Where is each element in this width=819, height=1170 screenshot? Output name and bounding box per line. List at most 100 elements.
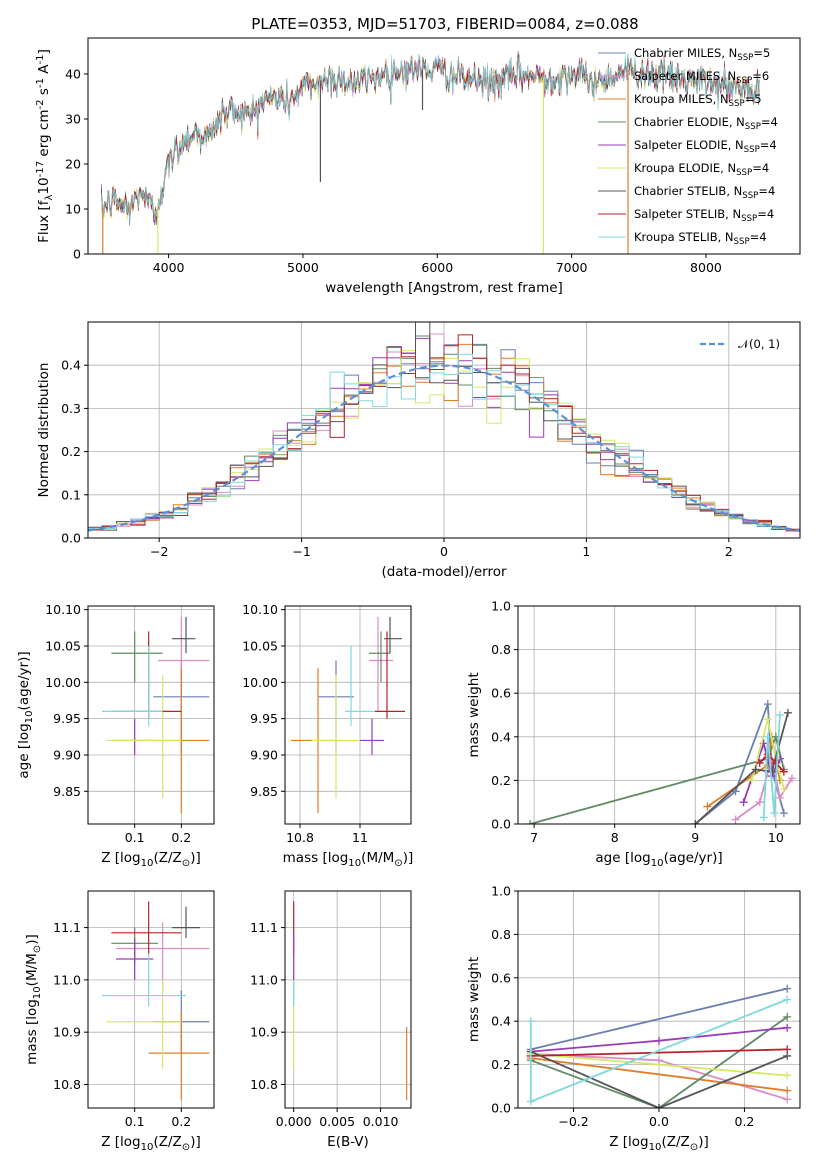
x-tick-label: 0.1	[125, 830, 145, 845]
series-marker	[747, 776, 756, 785]
series-marker	[783, 984, 792, 993]
y-axis-label: mass weight	[466, 672, 482, 757]
x-axis-label: E(B-V)	[327, 1134, 369, 1150]
series-line	[530, 1057, 788, 1092]
y-tick-label: 10.9	[53, 1025, 81, 1040]
plot-area	[291, 616, 405, 814]
legend-label: Kroupa ELODIE, NSSP=4	[634, 161, 769, 178]
y-tick-label: 0.4	[491, 729, 511, 744]
point-kroupa-elodie	[106, 675, 182, 799]
legend-label-normal: 𝒩(0, 1)	[738, 337, 780, 351]
y-tick-label: 0.8	[491, 642, 511, 657]
series-marker	[691, 820, 700, 824]
x-tick-label: 2	[725, 544, 733, 559]
series-marker	[783, 1023, 792, 1032]
point-salpeter-elodie	[360, 718, 384, 755]
y-tick-label: 0	[73, 247, 81, 262]
x-axis-label: (data-model)/error	[381, 564, 507, 580]
gridlines	[518, 890, 800, 1109]
legend-label: Chabrier ELODIE, NSSP=4	[634, 115, 778, 132]
axes-frame	[87, 37, 801, 255]
y-axis-label: Normed distribution	[36, 363, 52, 498]
x-tick-label: −0.2	[558, 1114, 588, 1129]
point-salpeter-elodie	[116, 938, 154, 980]
series-marker	[751, 765, 760, 774]
legend-label: Chabrier MILES, NSSP=5	[634, 46, 770, 63]
point-kroupa-stelib	[102, 953, 186, 1007]
series-marker	[763, 700, 772, 709]
y-tick-label: 20	[65, 157, 81, 172]
y-tick-label: 0.6	[491, 686, 511, 701]
y-tick-label: 40	[65, 67, 81, 82]
y-axis-label: Flux [fλ10-17 erg cm-2 s-1 A-1]	[35, 49, 55, 243]
panel-spectrum: 4000 5000 6000 7000 8000 0 10 20 30 40 wavelength …	[35, 37, 801, 296]
series-line	[530, 1052, 788, 1077]
axes-frame	[87, 321, 801, 539]
panel-massweight_vs_Z: −0.2 0.0 0.2 0.0 0.2 0.4 0.6 0.8 1.0 Z [log10(Z/Z…	[466, 884, 801, 1154]
legend: Chabrier MILES, NSSP=5 Salpeter MILES, NS…	[598, 46, 778, 247]
series-marker	[655, 1036, 663, 1045]
series-marker	[526, 820, 535, 824]
series-marker	[783, 1071, 792, 1080]
axes-decor: 0.1 0.2 10.8 10.9 11.0 11.1 Z [log10(Z/Z⊙)] mas…	[24, 920, 201, 1153]
axes-frame	[517, 605, 801, 825]
y-tick-label: 10.10	[242, 602, 278, 617]
series-marker	[731, 815, 740, 824]
series-marker	[783, 1045, 792, 1054]
series-line	[762, 714, 781, 818]
x-tick-label: 11	[352, 830, 368, 845]
axes-frame	[87, 605, 215, 825]
point-salpeter-stelib	[111, 901, 182, 954]
x-axis-label: age [log10(age/yr)]	[595, 850, 722, 869]
y-tick-label: 10.05	[242, 638, 278, 653]
series-marker	[763, 715, 772, 724]
series-chabrier-stelib	[691, 708, 792, 824]
legend-label: Salpeter ELODIE, NSSP=4	[634, 138, 777, 155]
plot-area	[102, 616, 210, 814]
series-marker	[787, 774, 796, 783]
series-marker	[783, 995, 792, 1004]
y-tick-label: 0.4	[61, 358, 81, 373]
y-tick-label: 0.3	[61, 401, 81, 416]
axes-frame	[284, 890, 412, 1109]
series-marker	[755, 758, 764, 767]
point-chabrier-stelib	[172, 906, 200, 939]
series-marker	[526, 1017, 535, 1026]
x-tick-label: 5000	[287, 260, 319, 275]
point-salpeter-stelib	[375, 631, 405, 719]
plot-area	[88, 322, 800, 532]
x-tick-label: −2	[150, 544, 168, 559]
y-tick-label: 10	[65, 202, 81, 217]
legend-label: Kroupa MILES, NSSP=5	[634, 92, 762, 109]
panel-residual_hist: −2 −1 0 1 2 0.0 0.1 0.2 0.3 0.4 (data-model)/error…	[36, 321, 801, 580]
series-line	[759, 752, 785, 773]
axes-decor: −0.2 0.0 0.2 0.0 0.2 0.4 0.6 0.8 1.0 Z [log10(Z/Z…	[466, 884, 754, 1154]
series-marker	[779, 767, 788, 776]
x-tick-label: 0.2	[171, 830, 191, 845]
series-marker	[739, 798, 748, 807]
plot-area	[526, 700, 796, 824]
series-marker	[779, 785, 788, 794]
x-axis-label: Z [log10(Z/Z⊙)]	[101, 850, 201, 869]
series-line	[530, 1016, 788, 1108]
y-tick-label: 0.1	[61, 487, 81, 502]
x-tick-label: 9	[691, 830, 699, 845]
series-marker	[655, 1104, 663, 1108]
y-tick-label: 10.00	[45, 675, 81, 690]
y-tick-label: 9.85	[250, 784, 278, 799]
y-tick-label: 0.4	[491, 1014, 511, 1029]
y-tick-label: 9.90	[53, 747, 81, 762]
series-marker	[703, 802, 712, 811]
x-tick-label: 1	[582, 544, 590, 559]
panel-mass_vs_ebv: 0.000 0.005 0.010 10.8 10.9 11.0 11.1 E(B-V)	[250, 890, 412, 1150]
x-tick-label: 8	[611, 830, 619, 845]
histogram-salpeter-stelib	[88, 334, 800, 532]
plot-area	[293, 901, 408, 1101]
point-salpeter-elodie	[111, 718, 154, 755]
series-marker	[775, 711, 784, 719]
y-tick-label: 9.85	[53, 784, 81, 799]
x-tick-label: 0.000	[276, 1114, 312, 1129]
x-tick-label: 7000	[556, 260, 588, 275]
y-axis-label: age [log10(age/yr)]	[16, 651, 35, 778]
series-line	[530, 1050, 788, 1108]
